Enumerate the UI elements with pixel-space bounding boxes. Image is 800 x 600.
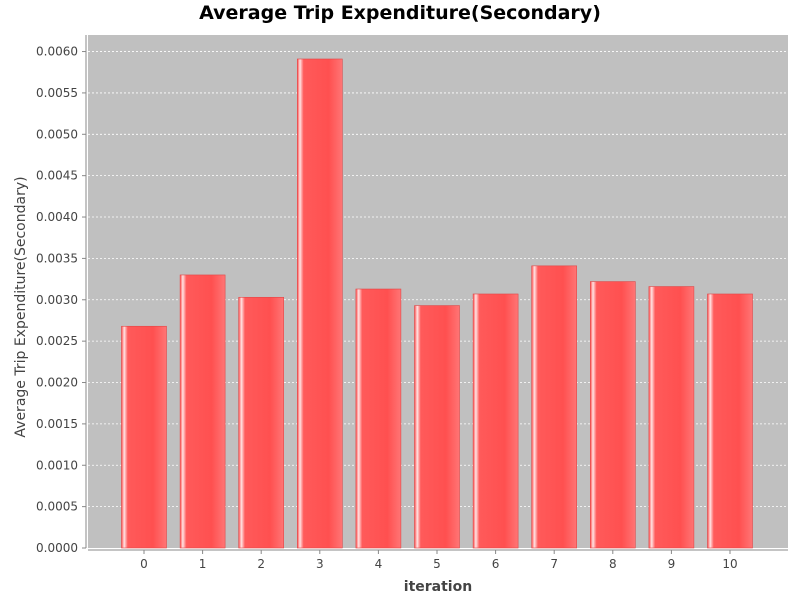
y-tick-label: 0.0030: [36, 293, 78, 307]
y-tick-label: 0.0005: [36, 500, 78, 514]
x-tick-label: 2: [257, 557, 265, 571]
bar-iteration-4: [355, 288, 402, 549]
x-tick-label: 7: [550, 557, 558, 571]
x-tick-label: 8: [609, 557, 617, 571]
chart-title: Average Trip Expenditure(Secondary): [199, 2, 601, 24]
y-tick-label: 0.0010: [36, 458, 78, 472]
x-tick-label: 9: [668, 557, 676, 571]
x-tick-label: 6: [492, 557, 500, 571]
bar-iteration-8: [589, 281, 636, 549]
x-axis-label: iteration: [404, 579, 472, 595]
bar-iteration-3: [296, 58, 343, 549]
y-tick-label: 0.0020: [36, 376, 78, 390]
x-tick-label: 1: [199, 557, 207, 571]
bar-iteration-2: [238, 296, 284, 549]
x-tick-label: 0: [140, 557, 148, 571]
bar-iteration-9: [648, 286, 695, 549]
bar-iteration-7: [531, 265, 578, 549]
y-tick-label: 0.0015: [36, 417, 78, 431]
y-tick-label: 0.0000: [36, 541, 78, 555]
bar-iteration-6: [472, 293, 519, 549]
bar-iteration-5: [414, 305, 460, 549]
bar-iteration-1: [179, 274, 226, 549]
x-tick-label: 10: [722, 557, 737, 571]
x-axis-ticks: 0 1 2 3 4 5 6 7 8 9 10: [140, 550, 738, 571]
y-tick-label: 0.0050: [36, 127, 78, 141]
y-tick-label: 0.0035: [36, 251, 78, 265]
y-tick-label: 0.0045: [36, 169, 78, 183]
y-tick-label: 0.0060: [36, 45, 78, 59]
bar-iteration-0: [121, 325, 167, 549]
y-tick-label: 0.0055: [36, 86, 78, 100]
y-axis-ticks: 0.0000 0.0005 0.0010 0.0015 0.0020 0.0025 0.00…: [36, 45, 86, 555]
bars: [121, 58, 753, 549]
y-tick-label: 0.0040: [36, 210, 78, 224]
x-tick-label: 5: [433, 557, 441, 571]
bar-iteration-10: [707, 293, 753, 549]
x-tick-label: 3: [316, 557, 324, 571]
x-tick-label: 4: [375, 557, 383, 571]
y-tick-label: 0.0025: [36, 334, 78, 348]
y-axis-label: Average Trip Expenditure(Secondary): [13, 176, 29, 437]
